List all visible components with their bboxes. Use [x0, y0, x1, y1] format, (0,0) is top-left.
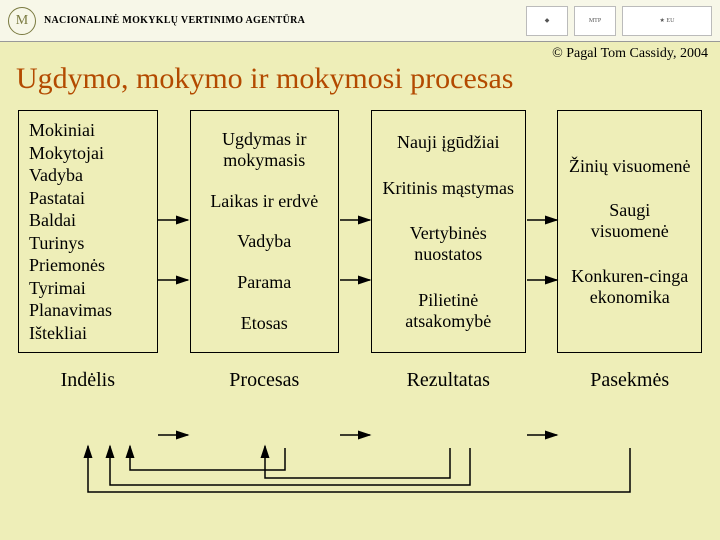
process-item: Vadyba: [201, 231, 329, 252]
input-item: Ištekliai: [29, 322, 147, 345]
input-item: Pastatai: [29, 187, 147, 210]
process-item: Laikas ir erdvė: [201, 191, 329, 212]
header-bar: M NACIONALINĖ MOKYKLŲ VERTINIMO AGENTŪRA…: [0, 0, 720, 42]
process-box: Ugdymas ir mokymasis Laikas ir erdvė Vad…: [190, 110, 340, 353]
label-process: Procesas: [190, 369, 340, 392]
arrow-gap-1: [158, 110, 190, 353]
input-item: Turinys: [29, 232, 147, 255]
outcome-item: Konkuren-cinga ekonomika: [568, 266, 691, 307]
partner-logo-1: ◆: [526, 6, 568, 36]
process-diagram: Mokiniai Mokytojai Vadyba Pastatai Balda…: [0, 104, 720, 392]
inputs-box: Mokiniai Mokytojai Vadyba Pastatai Balda…: [18, 110, 158, 353]
arrow-gap-3: [526, 110, 558, 353]
label-results: Rezultatas: [371, 369, 526, 392]
agency-logo-icon: M: [8, 7, 36, 35]
input-item: Vadyba: [29, 164, 147, 187]
result-item: Vertybinės nuostatos: [382, 223, 515, 264]
logo-letter: M: [16, 13, 28, 29]
label-gap-2: [339, 369, 371, 392]
input-item: Tyrimai: [29, 277, 147, 300]
input-item: Priemonės: [29, 254, 147, 277]
label-inputs: Indėlis: [18, 369, 158, 392]
result-item: Pilietinė atsakomybė: [382, 290, 515, 331]
outcome-item: Žinių visuomenė: [568, 156, 691, 177]
input-item: Mokytojai: [29, 142, 147, 165]
arrow-gap-2: [339, 110, 371, 353]
input-item: Baldai: [29, 209, 147, 232]
columns-row: Mokiniai Mokytojai Vadyba Pastatai Balda…: [18, 110, 702, 353]
result-item: Nauji įgūdžiai: [382, 132, 515, 153]
outcomes-box: Žinių visuomenė Saugi visuomenė Konkuren…: [557, 110, 702, 353]
process-item: Etosas: [201, 313, 329, 334]
process-item: Parama: [201, 272, 329, 293]
input-item: Mokiniai: [29, 119, 147, 142]
agency-name: NACIONALINĖ MOKYKLŲ VERTINIMO AGENTŪRA: [44, 15, 305, 26]
credit-line: © Pagal Tom Cassidy, 2004: [0, 42, 720, 62]
result-item: Kritinis mąstymas: [382, 178, 515, 199]
page-title: Ugdymo, mokymo ir mokymosi procesas: [0, 62, 720, 104]
partner-logo-2: MTP: [574, 6, 616, 36]
results-box: Nauji įgūdžiai Kritinis mąstymas Vertybi…: [371, 110, 526, 353]
input-item: Planavimas: [29, 299, 147, 322]
process-item: Ugdymas ir mokymasis: [201, 129, 329, 170]
label-gap-3: [526, 369, 558, 392]
partner-logo-3: ★ EU: [622, 6, 712, 36]
outcome-item: Saugi visuomenė: [568, 200, 691, 241]
labels-row: Indėlis Procesas Rezultatas Pasekmės: [18, 369, 702, 392]
partner-logos: ◆ MTP ★ EU: [526, 6, 712, 36]
label-gap-1: [158, 369, 190, 392]
label-outcomes: Pasekmės: [557, 369, 702, 392]
